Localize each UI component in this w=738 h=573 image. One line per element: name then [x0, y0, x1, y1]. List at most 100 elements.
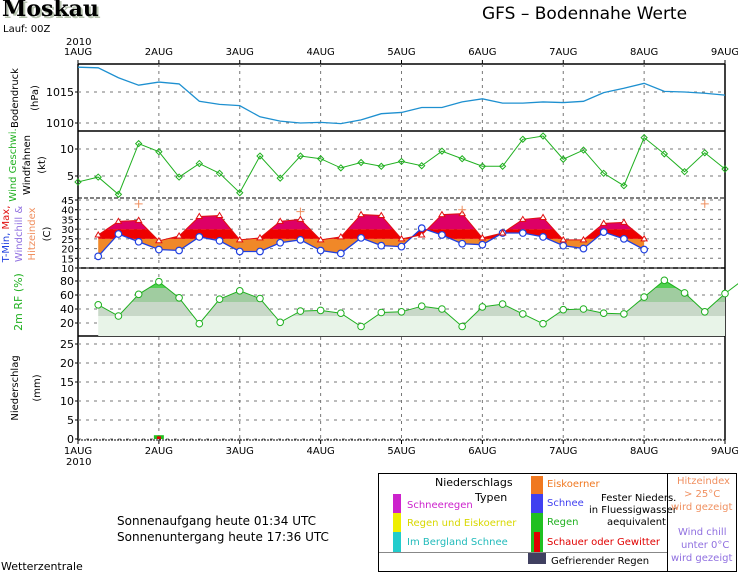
ylabel-windchill: Windchill &	[14, 206, 25, 262]
tmin-point-2	[134, 237, 143, 246]
chart-title: GFS – Bodennahe Werte	[482, 4, 688, 24]
y-tick-temperature-20: 20	[61, 245, 74, 256]
y-tick-temperature-35: 35	[61, 215, 74, 226]
rh-point-24	[579, 305, 588, 313]
hitze-3: wird gezeigt	[671, 502, 733, 513]
legend-fester-3: aequivalent	[607, 517, 666, 528]
wind-point-19	[458, 155, 466, 163]
tmin-point-17	[438, 231, 446, 239]
x-tick-top-8AUG: 8AUG	[630, 47, 658, 58]
x-tick-bottom-3AUG: 3AUG	[226, 446, 254, 457]
y-tick-relative_humidity-60: 60	[60, 289, 74, 302]
tmin-point-12	[336, 249, 345, 258]
rh-point-16	[417, 302, 426, 311]
ylabel-wind-barbs: Windfahnen	[22, 135, 33, 195]
rh-point-23	[559, 305, 568, 314]
ylabel-hitzeindex: Hitzeindex	[27, 207, 38, 260]
x-tick-bottom-7AUG: 7AUG	[549, 446, 577, 457]
sunrise-text: Sonnenaufgang heute 01:34 UTC	[117, 514, 317, 528]
tmax-point-24	[579, 235, 588, 243]
rh-point-19	[478, 303, 487, 311]
wind-line	[77, 135, 726, 196]
legend-schneeregen: Schneeregen	[407, 500, 473, 511]
rh-point-25	[599, 309, 608, 318]
rh-point-7	[235, 287, 244, 295]
wind-point-27	[620, 182, 628, 190]
tmax-point-23	[559, 235, 568, 243]
legend-eiskoerner: Eiskoerner	[547, 479, 600, 490]
wind-point-14	[357, 158, 365, 167]
legend-bergland-schnee: Im Bergland Schnee	[407, 537, 508, 548]
tmax-point-1	[114, 217, 123, 224]
swatch-bergland-schnee	[393, 532, 401, 552]
x-tick-bottom-4AUG: 4AUG	[306, 446, 334, 457]
tmin-point-18	[458, 239, 467, 248]
rh-point-11	[316, 306, 325, 315]
swatch-regen-eiskoerner	[393, 513, 401, 532]
x-tick-top-1AUG: 1AUG	[64, 47, 92, 58]
tmin-point-8	[256, 247, 264, 256]
tmax-point-20	[498, 229, 507, 236]
rh-point-12	[337, 309, 345, 318]
wind-point-26	[599, 169, 608, 178]
rh-point-29	[680, 289, 689, 297]
yunit-precip: (mm)	[32, 374, 43, 401]
tmax-point-2	[134, 216, 143, 223]
tmin-point-0	[94, 252, 103, 261]
rh-point-5	[195, 319, 204, 328]
wind-point-23	[539, 132, 547, 140]
rh-point-8	[256, 294, 264, 303]
tmax-point-26	[620, 218, 628, 225]
rh-point-4	[175, 294, 183, 302]
tmin-point-22	[539, 233, 547, 241]
y-tick-precipitation-0: 0	[67, 433, 74, 446]
y-tick-pressure-1010: 1010	[46, 117, 74, 130]
rh-point-2	[134, 290, 143, 299]
tmin-point-9	[276, 238, 285, 247]
tmin-point-23	[559, 241, 568, 250]
hitze-2: > 25°C	[684, 489, 721, 500]
tmax-point-4	[175, 231, 183, 239]
tmin-point-3	[154, 245, 163, 254]
y-tick-temperature-25: 25	[61, 235, 74, 246]
hitzeindex-point-2	[458, 205, 467, 214]
tmin-point-7	[235, 247, 244, 256]
wind-point-1	[94, 173, 102, 181]
wind-point-21	[498, 162, 507, 170]
rh-point-14	[377, 308, 386, 317]
tmin-point-26	[620, 234, 628, 243]
wind-point-12	[316, 155, 325, 163]
tmax-point-22	[539, 213, 547, 220]
tmin-point-13	[357, 233, 365, 242]
swatch-schauer	[534, 532, 540, 552]
rh-point-30	[700, 308, 709, 316]
rh-point-20	[498, 300, 507, 308]
x-tick-top-7AUG: 7AUG	[549, 47, 577, 58]
wind-point-29	[660, 150, 669, 158]
y-tick-wind-10: 10	[60, 143, 74, 156]
swatch-schneeregen	[393, 494, 401, 513]
y-tick-pressure-1015: 1015	[46, 86, 74, 99]
rh-point-28	[660, 276, 669, 285]
x-tick-top-6AUG: 6AUG	[468, 47, 496, 58]
y-tick-precipitation-10: 10	[60, 395, 74, 408]
y-tick-precipitation-15: 15	[60, 376, 74, 389]
rh-point-31	[721, 289, 729, 298]
tmax-point-3	[154, 236, 163, 244]
tmax-point-25	[599, 219, 608, 226]
tmin-point-19	[478, 240, 487, 249]
year-top: 2010	[66, 37, 92, 48]
tmin-point-6	[215, 236, 224, 245]
precip-bar-schauer	[156, 436, 161, 439]
legend-fester-1: Fester Nieders.	[601, 493, 677, 504]
rh-point-17	[438, 305, 446, 313]
legend: Niederschlags Typen Schneeregen Regen un…	[378, 473, 737, 572]
rh-point-21	[519, 310, 527, 318]
x-tick-bottom-6AUG: 6AUG	[468, 446, 496, 457]
tmax-point-16	[417, 230, 426, 238]
tmin-point-27	[640, 245, 649, 254]
wind-point-15	[377, 162, 385, 170]
wind-point-30	[680, 167, 689, 176]
wind-point-16	[397, 157, 406, 166]
year-bottom: 2010	[66, 457, 92, 468]
